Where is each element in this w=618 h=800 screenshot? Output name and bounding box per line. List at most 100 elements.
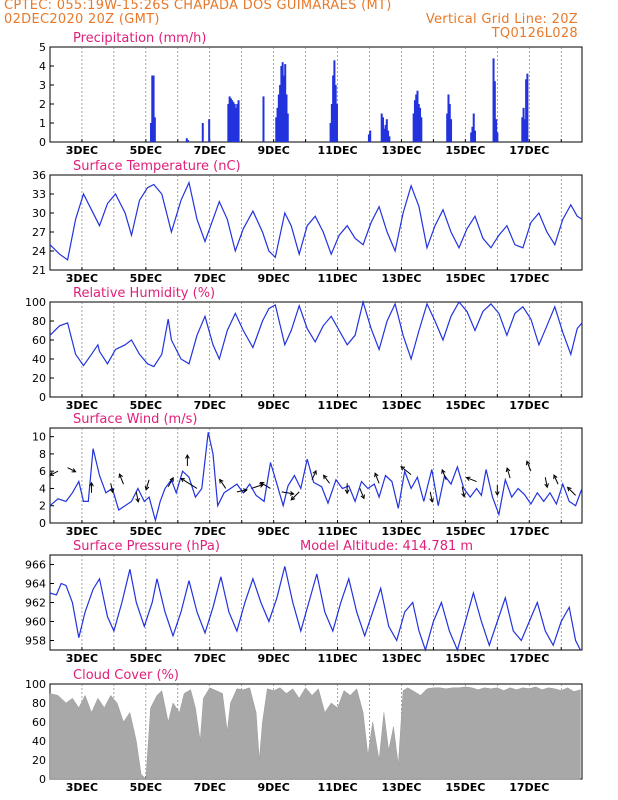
x-tick-label: 3DEC [66, 144, 98, 157]
humidity-ytick-label: 0 [39, 391, 46, 404]
x-tick-label: 15DEC [445, 781, 485, 794]
temperature-ytick-label: 30 [32, 207, 46, 220]
humidity-frame [49, 301, 583, 398]
wind-arrow [526, 460, 532, 472]
x-tick-label: 7DEC [194, 399, 226, 412]
wind-arrow-head [118, 473, 123, 479]
x-tick-label: 11DEC [318, 781, 358, 794]
precipitation-bar [330, 104, 333, 142]
wind-arrow-head [374, 472, 379, 478]
precipitation-bar [522, 107, 525, 142]
precipitation-bar [187, 140, 190, 142]
precipitation-bar [496, 132, 499, 142]
precipitation-bar [208, 119, 211, 142]
x-tick-label: 9DEC [257, 781, 289, 794]
precipitation-bar [416, 90, 419, 142]
precipitation-bar [448, 104, 451, 142]
wind-arrow [290, 491, 300, 501]
x-tick-label: 11DEC [318, 144, 358, 157]
precipitation-frame [49, 46, 583, 143]
wind-arrow [135, 491, 139, 503]
x-tick-label: 15DEC [445, 399, 485, 412]
x-tick-label: 13DEC [381, 399, 421, 412]
pressure-ytick-label: 960 [25, 616, 46, 629]
precipitation-bar [521, 117, 524, 142]
precipitation-bar [229, 98, 232, 142]
x-tick-label: 15DEC [445, 652, 485, 665]
precipitation-bar [152, 75, 155, 142]
x-tick-label: 3DEC [66, 399, 98, 412]
precipitation-bar [415, 94, 418, 142]
precipitation-bar [493, 81, 496, 142]
temperature-ytick-label: 33 [32, 188, 46, 201]
cloud-ytick-label: 60 [32, 716, 46, 729]
precipitation-bar [262, 96, 265, 142]
wind-arrow-head [441, 468, 446, 474]
x-tick-label: 3DEC [66, 272, 98, 285]
x-tick-label: 3DEC [66, 525, 98, 538]
precipitation-bar [381, 117, 384, 142]
humidity-ytick-label: 80 [32, 315, 46, 328]
precipitation-bar [285, 94, 288, 142]
wind-arrow [67, 467, 76, 473]
wind-arrow [323, 474, 330, 484]
precipitation-bar [388, 136, 391, 142]
wind-arrow [311, 470, 317, 481]
precipitation-bar [201, 123, 204, 142]
x-tick-label: 9DEC [257, 144, 289, 157]
x-tick-label: 11DEC [318, 652, 358, 665]
wind-arrow [461, 486, 465, 497]
wind-arrow-head [322, 474, 328, 480]
pressure-ytick-label: 966 [25, 559, 46, 572]
wind-arrow [251, 483, 264, 489]
wind-ytick-label: 4 [39, 482, 46, 495]
wind-arrow-head [180, 477, 186, 483]
temperature-frame [49, 174, 583, 271]
x-tick-label: 17DEC [509, 272, 549, 285]
wind-arrow-head [553, 474, 558, 480]
precipitation-bar [474, 130, 477, 142]
precipitation-bar [228, 96, 231, 142]
x-tick-label: 13DEC [381, 144, 421, 157]
precipitation-bar [369, 130, 372, 142]
wind-arrow [180, 478, 198, 489]
precipitation-bar [235, 107, 238, 142]
precipitation-bar [334, 85, 337, 142]
precipitation-bar [383, 128, 386, 142]
x-tick-label: 13DEC [381, 652, 421, 665]
x-tick-label: 7DEC [194, 652, 226, 665]
precipitation-bar [280, 66, 283, 142]
precipitation-bar [471, 126, 474, 142]
wind-arrow-head [71, 468, 77, 473]
wind-arrow-head [109, 488, 115, 494]
precipitation-bar [231, 100, 234, 142]
precipitation-bar [387, 130, 390, 142]
wind-series-line [49, 432, 583, 523]
precipitation-bar [380, 113, 383, 142]
wind-ytick-label: 0 [39, 517, 46, 530]
wind-arrow-head [242, 488, 248, 493]
wind-arrow-head [566, 486, 572, 492]
precipitation-ytick-label: 0 [39, 136, 46, 149]
wind-arrow-head [49, 471, 55, 476]
x-tick-label: 9DEC [257, 272, 289, 285]
precipitation-bar [185, 138, 188, 142]
wind-arrow-head [185, 453, 190, 459]
humidity-ytick-label: 60 [32, 334, 46, 347]
wind-arrow-head [505, 467, 511, 473]
wind-arrow [374, 473, 380, 484]
precipitation-ytick-label: 1 [39, 117, 46, 130]
header-code: TQ0126L028 [491, 26, 578, 41]
x-tick-label: 15DEC [445, 525, 485, 538]
x-tick-label: 9DEC [257, 399, 289, 412]
temperature-ytick-label: 27 [32, 226, 46, 239]
x-tick-label: 5DEC [130, 399, 162, 412]
precipitation-bar [286, 113, 289, 142]
temperature-title: Surface Temperature (nC) [73, 159, 241, 174]
wind-arrow [553, 474, 559, 485]
precipitation-bar [329, 123, 332, 142]
precipitation-ytick-label: 4 [39, 60, 46, 73]
precipitation-bar [385, 119, 388, 142]
precipitation-ytick-label: 3 [39, 79, 46, 92]
precipitation-bar [526, 73, 529, 142]
